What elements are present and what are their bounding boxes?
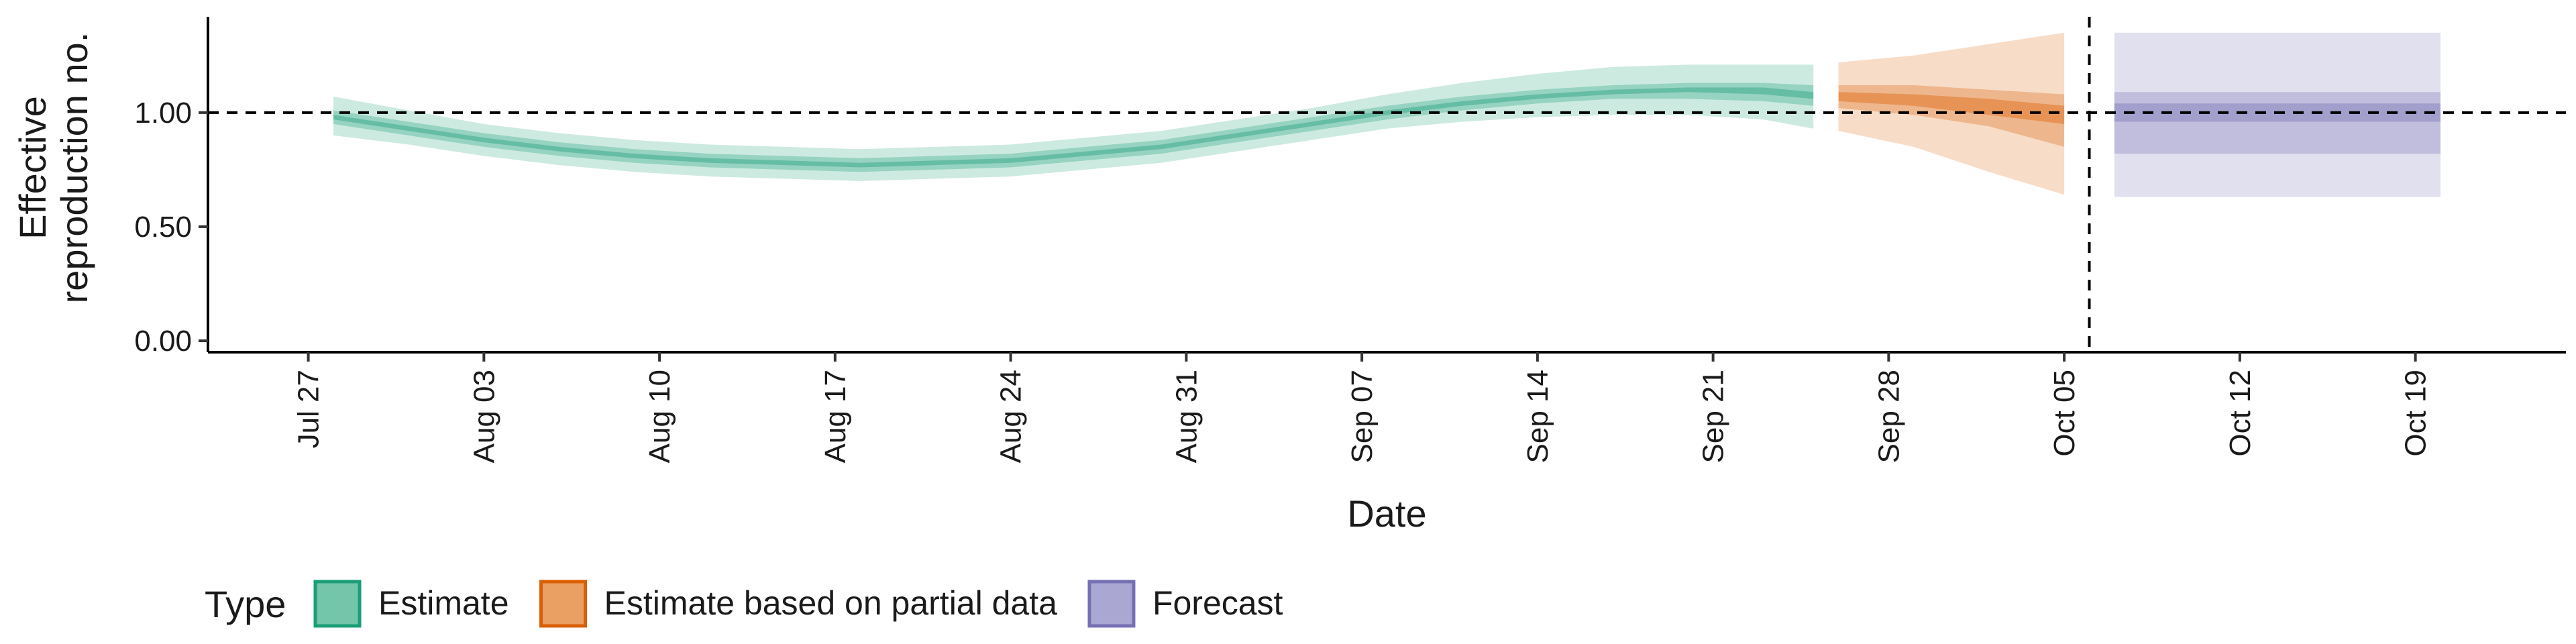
x-tick-label: Oct 19 — [2400, 370, 2432, 457]
x-tick-label: Aug 03 — [468, 370, 500, 463]
x-tick-label: Oct 12 — [2224, 370, 2257, 457]
x-axis-label: Date — [1347, 492, 1426, 535]
y-axis-label-line: reproduction no. — [53, 32, 95, 304]
x-axis-ticks: Jul 27 Aug 03 Aug 10 Aug 17 Aug 24 Aug 31 Sep … — [292, 352, 2432, 463]
x-tick-label: Jul 27 — [292, 370, 325, 448]
x-tick-label: Aug 31 — [1170, 370, 1203, 463]
estimate-based-on-partial-data-band-90 — [1838, 32, 2065, 195]
legend-label-forecast: Forecast — [1152, 584, 1283, 622]
estimate-band-90 — [333, 64, 1814, 181]
legend: Type Estimate Estimate based on partial d… — [205, 580, 1283, 628]
y-tick-label: 1.00 — [134, 97, 192, 129]
y-tick-label: 0.50 — [134, 211, 192, 244]
x-tick-label: Aug 24 — [995, 370, 1028, 463]
credible-interval-bands — [333, 32, 2440, 197]
x-tick-label: Oct 05 — [2048, 370, 2081, 457]
estimate-based-on-partial-data-band-50 — [1838, 85, 2065, 147]
forecast-band-90 — [2114, 32, 2440, 197]
legend-key-forecast — [1087, 580, 1136, 628]
x-tick-label: Aug 10 — [643, 370, 676, 463]
y-axis-ticks: 0.00 0.50 1.00 — [134, 97, 208, 358]
estimate-band-50 — [333, 83, 1814, 172]
x-tick-label: Sep 07 — [1346, 370, 1379, 463]
x-tick-label: Sep 21 — [1697, 370, 1730, 463]
legend-label-estimate: Estimate — [378, 584, 509, 622]
x-tick-label: Sep 28 — [1872, 370, 1905, 463]
x-tick-label: Sep 14 — [1521, 370, 1554, 463]
y-axis-label-line: Effective — [11, 96, 54, 239]
legend-title: Type — [205, 583, 286, 625]
estimate-band-20 — [333, 87, 1814, 168]
legend-key-estimate — [313, 580, 362, 628]
y-axis-label: Effectivereproduction no. — [11, 32, 95, 304]
forecast-band-50 — [2114, 92, 2440, 154]
legend-key-estimate-based-on-partial-data — [539, 580, 588, 628]
x-tick-label: Aug 17 — [819, 370, 852, 463]
estimate-based-on-partial-data-band-20 — [1838, 92, 2065, 124]
legend-label-estimate-based-on-partial-data: Estimate based on partial data — [604, 584, 1058, 622]
y-tick-label: 0.00 — [134, 325, 192, 358]
